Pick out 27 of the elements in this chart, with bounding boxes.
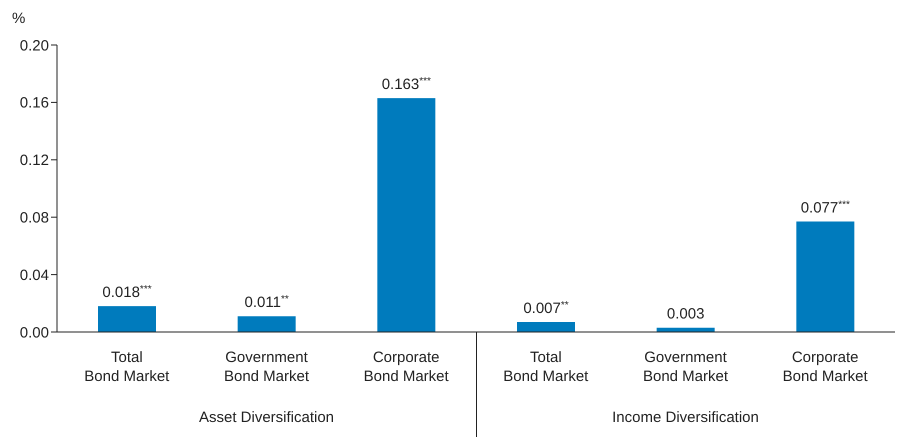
bar bbox=[238, 316, 296, 332]
x-tick-label: Government Bond Market bbox=[224, 349, 310, 385]
y-tick-label: 0.20 bbox=[20, 37, 49, 54]
y-tick-label: 0.12 bbox=[20, 152, 49, 170]
y-tick-label: 0.16 bbox=[20, 94, 49, 112]
x-tick-label: Corporate Bond Market bbox=[782, 349, 869, 385]
bar bbox=[796, 222, 854, 332]
text: Asset Diversification bbox=[198, 409, 336, 426]
y-axis-title: % bbox=[12, 10, 26, 27]
x-tick-label: Total Bond Market bbox=[84, 349, 170, 385]
data-label: 0.163$^{***}$ bbox=[382, 76, 432, 94]
data-label: 0.077$^{***}$ bbox=[800, 199, 850, 217]
x-tick-label: Total Bond Market bbox=[503, 349, 590, 385]
y-tick-label: 0.04 bbox=[20, 266, 49, 284]
data-label: 0.003 bbox=[666, 306, 704, 323]
data-label: 0.018$^{***}$ bbox=[102, 284, 152, 302]
bar bbox=[656, 328, 715, 332]
x-tick-label: Government Bond Market bbox=[642, 349, 729, 385]
data-label: 0.007$^{**}$ bbox=[523, 299, 569, 317]
bar bbox=[377, 98, 436, 332]
bar bbox=[517, 322, 575, 332]
text: Income Diversification bbox=[611, 409, 760, 426]
y-tick-label: 0.00 bbox=[20, 324, 49, 342]
bar bbox=[98, 306, 156, 332]
y-tick-label: 0.08 bbox=[20, 210, 49, 227]
x-tick-label: Corporate Bond Market bbox=[364, 349, 450, 385]
data-label: 0.011$^{**}$ bbox=[244, 294, 289, 312]
